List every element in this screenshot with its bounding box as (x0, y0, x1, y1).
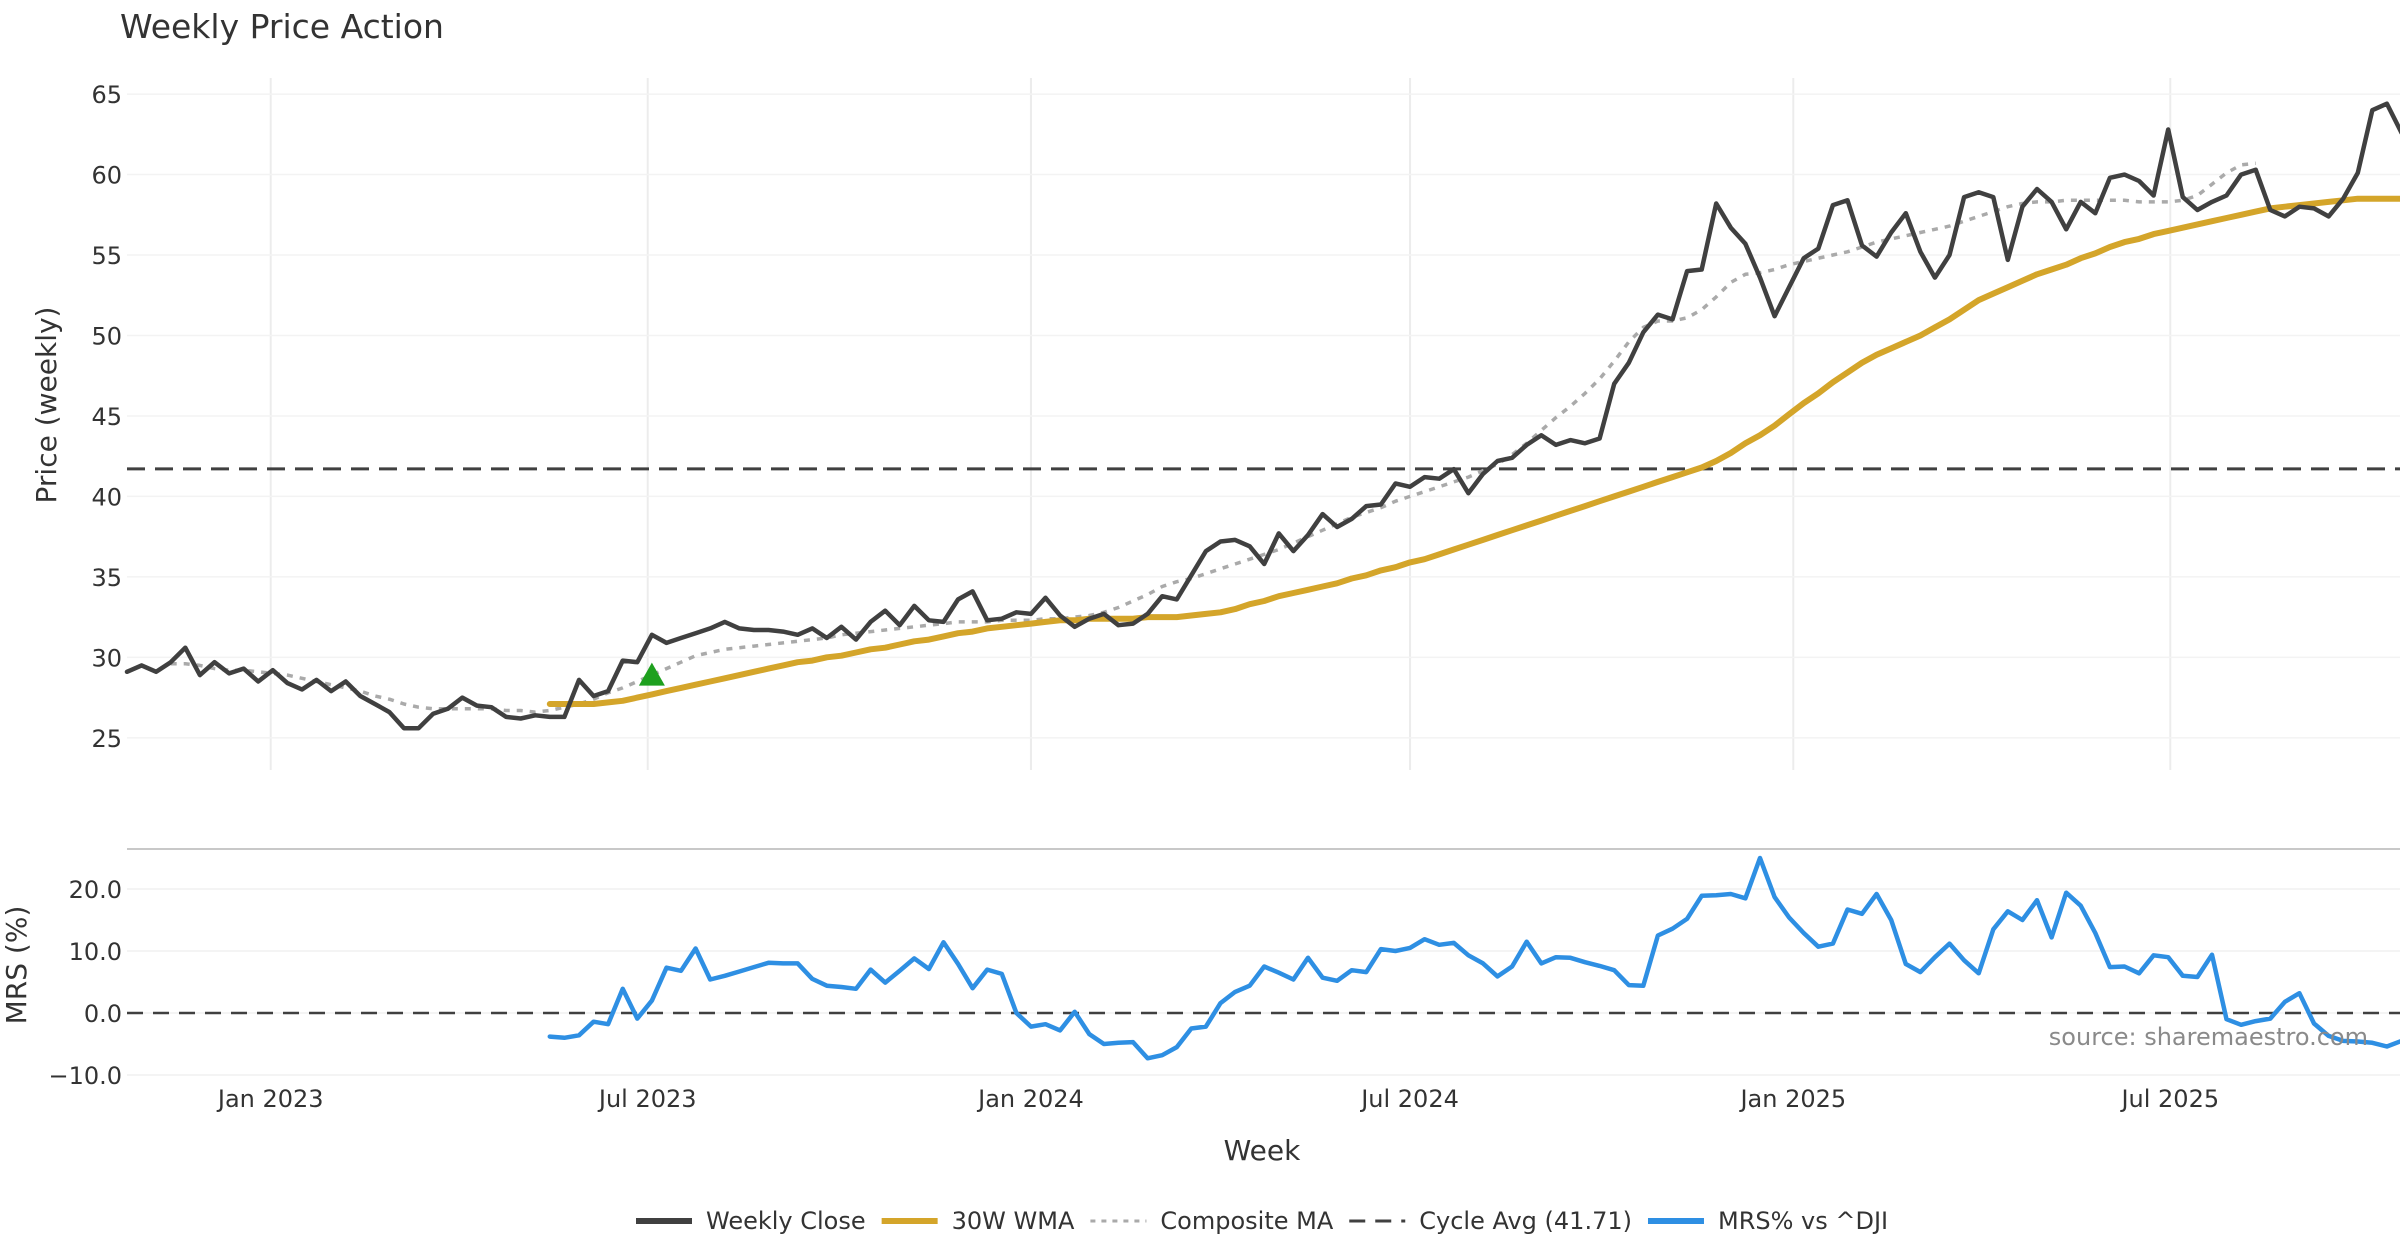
price-y-axis-title: Price (weekly) (30, 307, 63, 504)
mrs-y-axis-title: MRS (%) (0, 906, 33, 1025)
mrs-y-axis: −10.0 0.0 10.0 20.0 (48, 876, 122, 1090)
legend-label: Weekly Close (706, 1207, 866, 1235)
buy-signal-marker (638, 662, 665, 686)
legend-item: 30W WMA (881, 1207, 1075, 1235)
price-y-tick-label: 65 (91, 81, 122, 109)
legend-label: Cycle Avg (41.71) (1419, 1207, 1632, 1235)
x-tick-label: Jul 2025 (2119, 1085, 2219, 1113)
legend-label: MRS% vs ^DJI (1718, 1207, 1888, 1235)
mrs-y-tick-label: 10.0 (69, 938, 122, 966)
price-y-tick-label: 25 (91, 725, 122, 753)
x-axis: Jan 2023 Jul 2023 Jan 2024 Jul 2024 Jan 2025… (216, 1085, 2219, 1113)
price-y-tick-label: 50 (91, 322, 122, 350)
price-y-tick-label: 35 (91, 564, 122, 592)
series-line-weekly-close (124, 101, 2400, 731)
x-axis-title: Week (1224, 1134, 1301, 1167)
legend-item: MRS% vs ^DJI (1647, 1207, 1888, 1235)
x-tick-label: Jul 2024 (1359, 1085, 1459, 1113)
legend-item: Composite MA (1090, 1207, 1334, 1235)
price-y-tick-label: 55 (91, 242, 122, 270)
x-tick-label: Jan 2025 (1738, 1085, 1846, 1113)
legend-item: Cycle Avg (41.71) (1349, 1207, 1632, 1235)
price-y-tick-label: 30 (91, 644, 122, 672)
price-series-group (124, 101, 2400, 731)
series-line-mrs-vs-dji (547, 855, 2400, 1061)
mrs-y-tick-label: 0.0 (84, 1000, 122, 1028)
price-y-tick-label: 45 (91, 403, 122, 431)
x-tick-label: Jan 2024 (976, 1085, 1084, 1113)
mrs-series-group (547, 855, 2400, 1061)
legend: Weekly Close 30W WMA Composite MA Cycle Avg… (636, 1207, 1888, 1235)
x-tick-label: Jul 2023 (597, 1085, 697, 1113)
mrs-y-tick-label: 20.0 (69, 876, 122, 904)
chart-title: Weekly Price Action (120, 7, 444, 46)
x-tick-label: Jan 2023 (216, 1085, 324, 1113)
mrs-y-tick-label: −10.0 (48, 1062, 122, 1090)
price-y-axis: 25 30 35 40 45 50 55 60 65 (91, 81, 122, 753)
source-label: source: sharemaestro.com (2049, 1023, 2368, 1051)
legend-label: Composite MA (1160, 1207, 1333, 1235)
price-y-tick-label: 40 (91, 483, 122, 511)
price-panel: 25 30 35 40 45 50 55 60 65 Price (weekly) (30, 78, 2400, 770)
mrs-panel: −10.0 0.0 10.0 20.0 MRS (%) source: sharema… (0, 855, 2400, 1090)
price-gridlines (127, 78, 2400, 770)
series-line-30w-wma (546, 195, 2400, 707)
price-y-tick-label: 60 (91, 162, 122, 190)
series-line-composite-ma (170, 161, 2256, 714)
legend-label: 30W WMA (952, 1207, 1075, 1235)
legend-item: Weekly Close (636, 1207, 866, 1235)
